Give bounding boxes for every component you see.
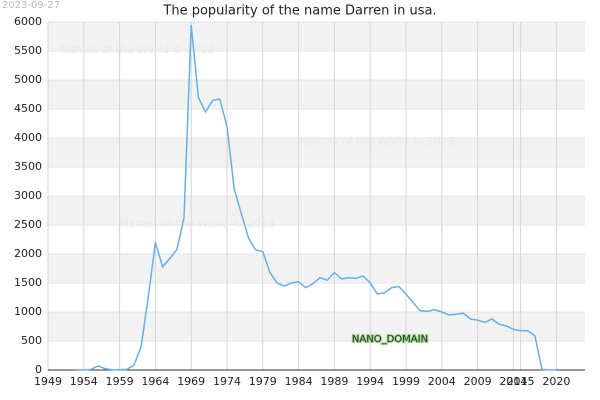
y-tick-label: 0	[35, 363, 42, 376]
x-tick-label: 1984	[285, 375, 313, 388]
y-tick-label: 2000	[14, 247, 42, 260]
y-tick-label: 4500	[14, 102, 42, 115]
watermark: Names of the World © 2023	[300, 135, 455, 148]
y-tick-label: 2500	[14, 218, 42, 231]
x-tick-label: 1959	[106, 375, 134, 388]
x-tick-label: 1964	[141, 375, 169, 388]
x-tick-label: 2009	[464, 375, 492, 388]
watermark: Names of the World © 2023	[60, 43, 215, 56]
watermark: Names of the World © 2023	[120, 217, 275, 230]
data-line	[76, 24, 557, 371]
x-tick-label: 1974	[213, 375, 241, 388]
x-tick-label: 1969	[177, 375, 205, 388]
y-tick-label: 3000	[14, 189, 42, 202]
x-tick-label: 1999	[392, 375, 420, 388]
grid-band	[48, 312, 585, 341]
annotation: NANO_DOMAIN	[352, 334, 428, 345]
y-tick-label: 3500	[14, 160, 42, 173]
x-tick-label: 1954	[70, 375, 98, 388]
y-tick-label: 5500	[14, 44, 42, 57]
y-tick-label: 4000	[14, 131, 42, 144]
y-tick-label: 1500	[14, 276, 42, 289]
grid-band	[48, 80, 585, 109]
x-tick-label: 1989	[320, 375, 348, 388]
y-tick-label: 6000	[14, 15, 42, 28]
chart-title: The popularity of the name Darren in usa…	[162, 4, 436, 19]
x-tick-label: 2004	[428, 375, 456, 388]
x-tick-label: 1994	[356, 375, 384, 388]
x-tick-label: 1949	[34, 375, 62, 388]
y-tick-label: 500	[21, 334, 42, 347]
grid-band	[48, 254, 585, 283]
x-tick-label: 2015	[507, 375, 535, 388]
grid-band	[48, 138, 585, 167]
date-stamp: 2023-09-27	[2, 0, 60, 11]
x-tick-label: 1979	[249, 375, 277, 388]
x-tick-label: 2020	[542, 375, 570, 388]
x-tick-label: 2014	[499, 375, 527, 388]
grid-band	[48, 196, 585, 225]
grid-band	[48, 22, 585, 51]
y-tick-label: 5000	[14, 73, 42, 86]
y-tick-label: 1000	[14, 305, 42, 318]
